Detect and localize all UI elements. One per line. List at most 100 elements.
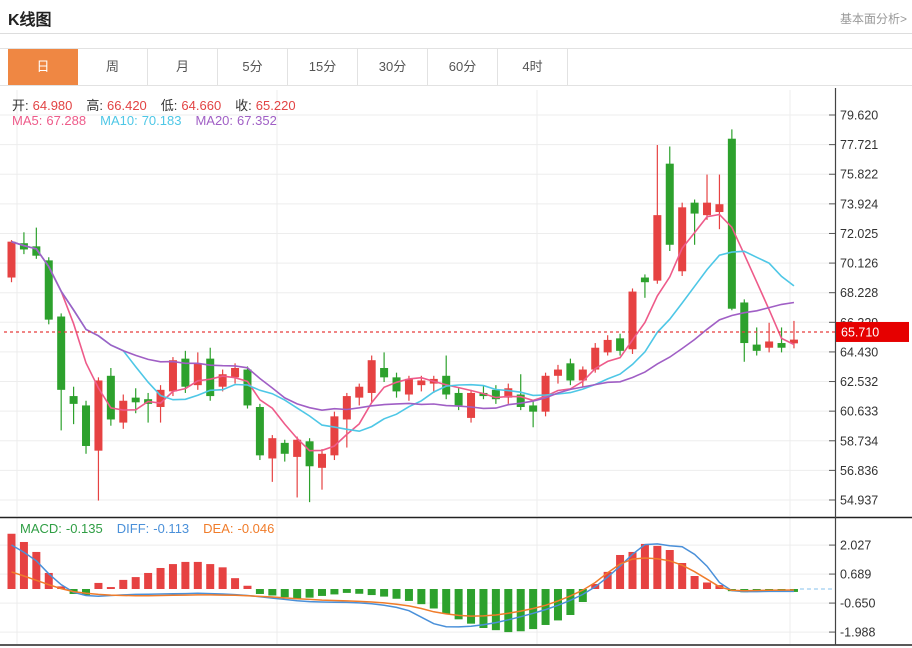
- candle-down: [491, 389, 500, 400]
- price-axis-label: 56.836: [840, 464, 878, 478]
- macd-bar-neg: [255, 589, 264, 594]
- macd-bar-neg: [380, 589, 389, 597]
- candle-down: [131, 397, 140, 403]
- tab-period-3[interactable]: 5分: [218, 49, 288, 85]
- macd-bar-neg: [566, 589, 575, 616]
- macd-axis-label: -0.650: [840, 597, 875, 611]
- candle-down: [44, 260, 53, 320]
- tab-period-6[interactable]: 60分: [428, 49, 498, 85]
- tab-period-5[interactable]: 30分: [358, 49, 428, 85]
- candle-up: [541, 375, 550, 412]
- macd-bar-neg: [367, 589, 376, 596]
- macd-bar-neg: [82, 589, 91, 596]
- fundamental-analysis-link[interactable]: 基本面分析>: [839, 12, 907, 26]
- candle-up: [119, 400, 128, 423]
- macd-row-label-1: DIFF:: [116, 521, 150, 536]
- candle-down: [740, 302, 749, 344]
- price-axis-label: 60.633: [840, 405, 878, 419]
- candle-up: [591, 347, 600, 370]
- price-axis-label: 58.734: [840, 434, 878, 448]
- candle-up: [94, 380, 103, 451]
- macd-bar-neg: [318, 589, 326, 596]
- macd-axis-label: -1.988: [840, 626, 875, 640]
- candle-up: [330, 416, 339, 456]
- candle-down: [616, 338, 625, 351]
- macd-row-value-0: -0.135: [65, 521, 103, 536]
- ohlc-row-value-2: 64.660: [181, 98, 222, 113]
- macd-bar-neg: [330, 589, 339, 595]
- price-axis-label: 77.721: [840, 138, 878, 152]
- candle-up: [578, 369, 587, 381]
- tab-period-7[interactable]: 4时: [498, 49, 568, 85]
- candle-down: [82, 405, 91, 446]
- macd-info-row: MACD: -0.135 DIFF: -0.113 DEA: -0.046: [20, 521, 288, 536]
- ohlc-row-label-1: 高:: [86, 98, 104, 113]
- macd-bar-neg: [467, 589, 476, 624]
- macd-bar-pos: [616, 554, 625, 589]
- candle-down: [206, 358, 215, 397]
- ma-info-row: MA5: 67.288 MA10: 70.183 MA20: 67.352: [12, 113, 291, 128]
- macd-axis-label: 0.689: [840, 568, 871, 582]
- macd-bar-pos: [57, 586, 66, 589]
- candle-down: [243, 369, 252, 406]
- candle-up: [678, 207, 687, 272]
- macd-bar-neg: [392, 589, 401, 599]
- price-axis-label: 68.228: [840, 286, 878, 300]
- candle-up: [715, 204, 724, 213]
- period-tabstrip: 日周月 5分 15分 30分 60分 4时: [0, 48, 912, 86]
- macd-bar-neg: [293, 589, 302, 599]
- ma10-line: [11, 240, 795, 433]
- macd-bar-pos: [603, 571, 612, 589]
- tab-period-0[interactable]: 日: [8, 49, 78, 85]
- tab-period-4[interactable]: 15分: [288, 49, 358, 85]
- macd-bar-pos: [206, 564, 215, 589]
- ma-row-value-2: 67.352: [237, 113, 277, 128]
- ohlc-row-value-1: 66.420: [107, 98, 147, 113]
- candle-down: [305, 441, 314, 467]
- macd-bar-pos: [32, 551, 41, 589]
- macd-bar-pos: [218, 567, 227, 589]
- candle-up: [367, 360, 376, 393]
- candle-up: [7, 241, 16, 278]
- candle-up: [268, 438, 277, 459]
- current-price-tag-text: 65.710: [841, 325, 879, 339]
- candle-up: [653, 215, 662, 281]
- macd-bar-pos: [119, 579, 128, 589]
- macd-row-label-0: MACD:: [20, 521, 62, 536]
- macd-plot-area[interactable]: [0, 519, 835, 644]
- macd-bar-pos: [19, 541, 28, 589]
- macd-bar-pos: [665, 549, 674, 589]
- macd-bar-pos: [628, 551, 637, 589]
- macd-bar-neg: [280, 589, 289, 598]
- candle-down: [665, 163, 674, 245]
- candle-down: [640, 277, 649, 283]
- candle-down: [392, 377, 401, 392]
- macd-bar-neg: [491, 589, 500, 631]
- candle-down: [32, 246, 41, 256]
- candle-down: [690, 202, 699, 214]
- candle-down: [454, 392, 463, 406]
- candle-up: [603, 339, 612, 353]
- main-plot-area[interactable]: [0, 90, 835, 516]
- macd-bar-pos: [231, 578, 240, 589]
- candle-down: [752, 344, 761, 351]
- macd-row-value-1: -0.113: [153, 521, 190, 536]
- macd-bar-neg: [442, 589, 451, 614]
- macd-bar-neg: [504, 589, 513, 633]
- tab-period-2[interactable]: 月: [148, 49, 218, 85]
- candle-down: [380, 367, 389, 378]
- ma-row-value-0: 67.288: [46, 113, 87, 128]
- candle-down: [57, 316, 66, 390]
- candle-up: [218, 374, 227, 387]
- macd-bar-neg: [454, 589, 463, 620]
- candle-up: [417, 380, 426, 386]
- candle-up: [318, 453, 326, 468]
- price-axis-label: 72.025: [840, 227, 878, 241]
- macd-bar-pos: [193, 561, 202, 589]
- tab-period-1[interactable]: 周: [78, 49, 148, 85]
- macd-bar-pos: [94, 582, 103, 589]
- candle-down: [566, 363, 575, 381]
- ohlc-row-label-3: 收:: [235, 98, 252, 113]
- header-divider: [0, 33, 912, 34]
